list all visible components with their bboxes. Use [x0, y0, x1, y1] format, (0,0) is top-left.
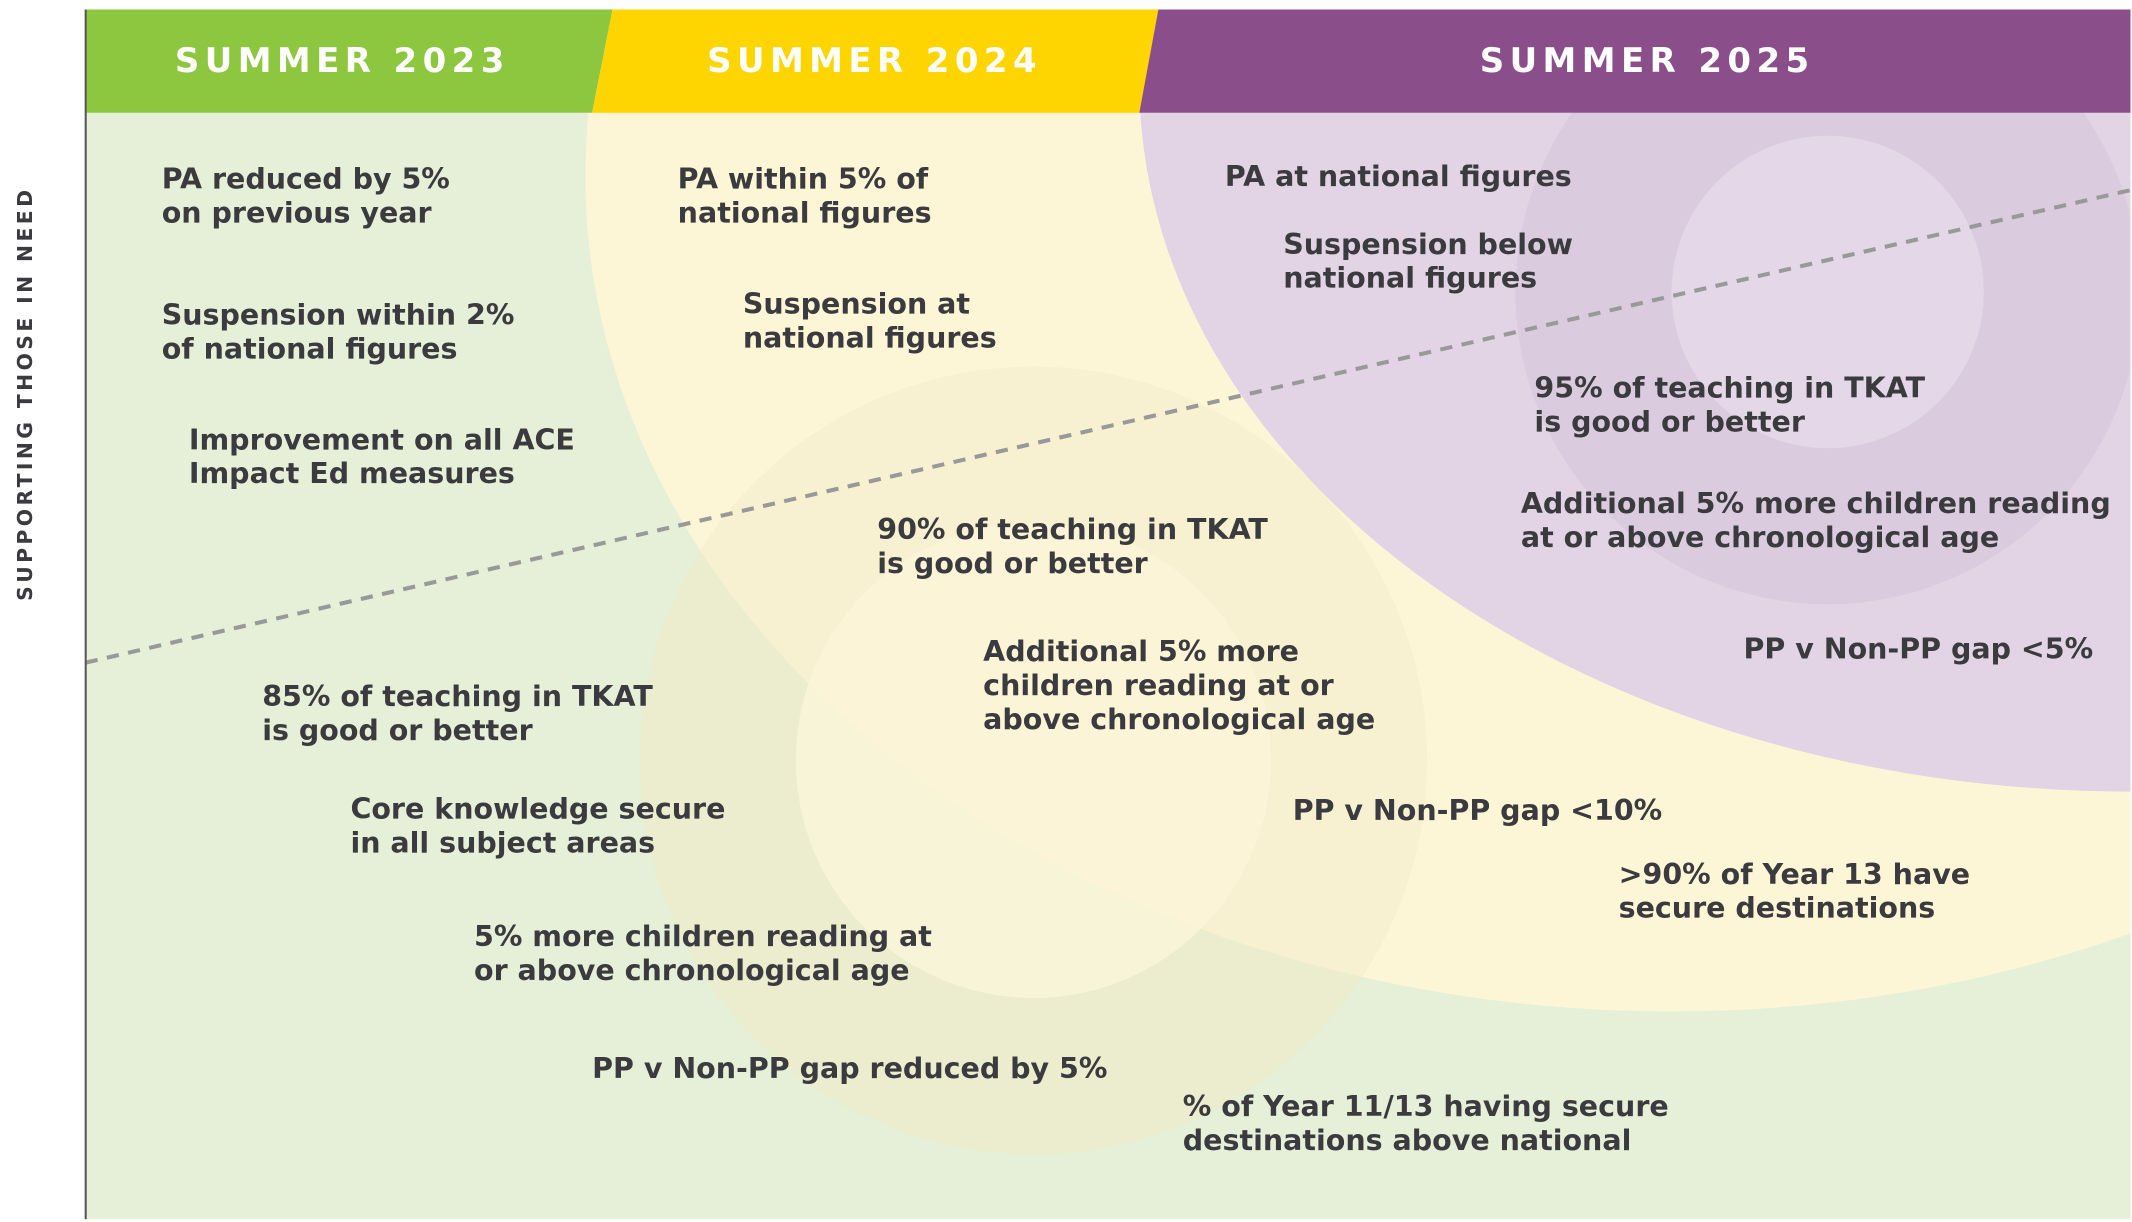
goal-text: 90% of teaching in TKAT — [877, 513, 1268, 546]
goal-text: Improvement on all ACE — [189, 423, 575, 456]
goal-text: Core knowledge secure — [350, 793, 725, 826]
goal-text: Additional 5% more children reading — [1521, 487, 2111, 520]
goal-text: or above chronological age — [474, 954, 910, 987]
goal-text: on previous year — [162, 197, 432, 230]
goal-text: PP v Non-PP gap <10% — [1293, 794, 1663, 827]
goal-text: is good or better — [262, 714, 532, 747]
goal-text: is good or better — [877, 547, 1147, 580]
goal-text: PA within 5% of — [678, 163, 929, 196]
diagram: SUPPORTING THOSE IN NEED SUMMER 2023 PA r… — [0, 0, 2132, 1222]
goal-text: PP v Non-PP gap reduced by 5% — [592, 1052, 1107, 1085]
page: SUPPORTING THOSE IN NEED SUMMER 2023 PA r… — [0, 0, 2132, 1222]
goal-text: 5% more children reading at — [474, 920, 932, 953]
goal-text: 85% of teaching in TKAT — [262, 680, 653, 713]
goal-text: at or above chronological age — [1521, 521, 1999, 554]
goal-text: Suspension within 2% — [162, 298, 515, 331]
goal-text: above chronological age — [983, 703, 1375, 736]
goal-text: >90% of Year 13 have — [1619, 858, 1971, 891]
goal-text: secure destinations — [1619, 892, 1936, 925]
goal-text: national figures — [1283, 262, 1537, 295]
goal-text: Suspension at — [743, 288, 970, 321]
column-heading: SUMMER 2023 — [175, 41, 510, 81]
goal-text: PP v Non-PP gap <5% — [1744, 632, 2094, 665]
goal-text: Suspension below — [1283, 228, 1573, 261]
goal-text: Additional 5% more — [983, 635, 1299, 668]
goal-text: destinations above national — [1183, 1124, 1632, 1157]
goal-text: national figures — [743, 321, 997, 354]
goal-text: Impact Ed measures — [189, 457, 515, 490]
goal-text: 95% of teaching in TKAT — [1534, 372, 1925, 405]
goal-text: % of Year 11/13 having secure — [1183, 1090, 1669, 1123]
goal-text: PA reduced by 5% — [162, 163, 450, 196]
column-heading: SUMMER 2024 — [707, 41, 1042, 81]
column-heading: SUMMER 2025 — [1480, 41, 1815, 81]
goal-text: in all subject areas — [350, 827, 655, 860]
axis-label: SUPPORTING THOSE IN NEED — [13, 187, 37, 601]
goal-text: children reading at or — [983, 669, 1334, 702]
goal-text: is good or better — [1534, 406, 1804, 439]
goal-text: of national figures — [162, 332, 458, 365]
goal-text: PA at national figures — [1225, 160, 1572, 193]
goal-text: national figures — [678, 197, 932, 230]
